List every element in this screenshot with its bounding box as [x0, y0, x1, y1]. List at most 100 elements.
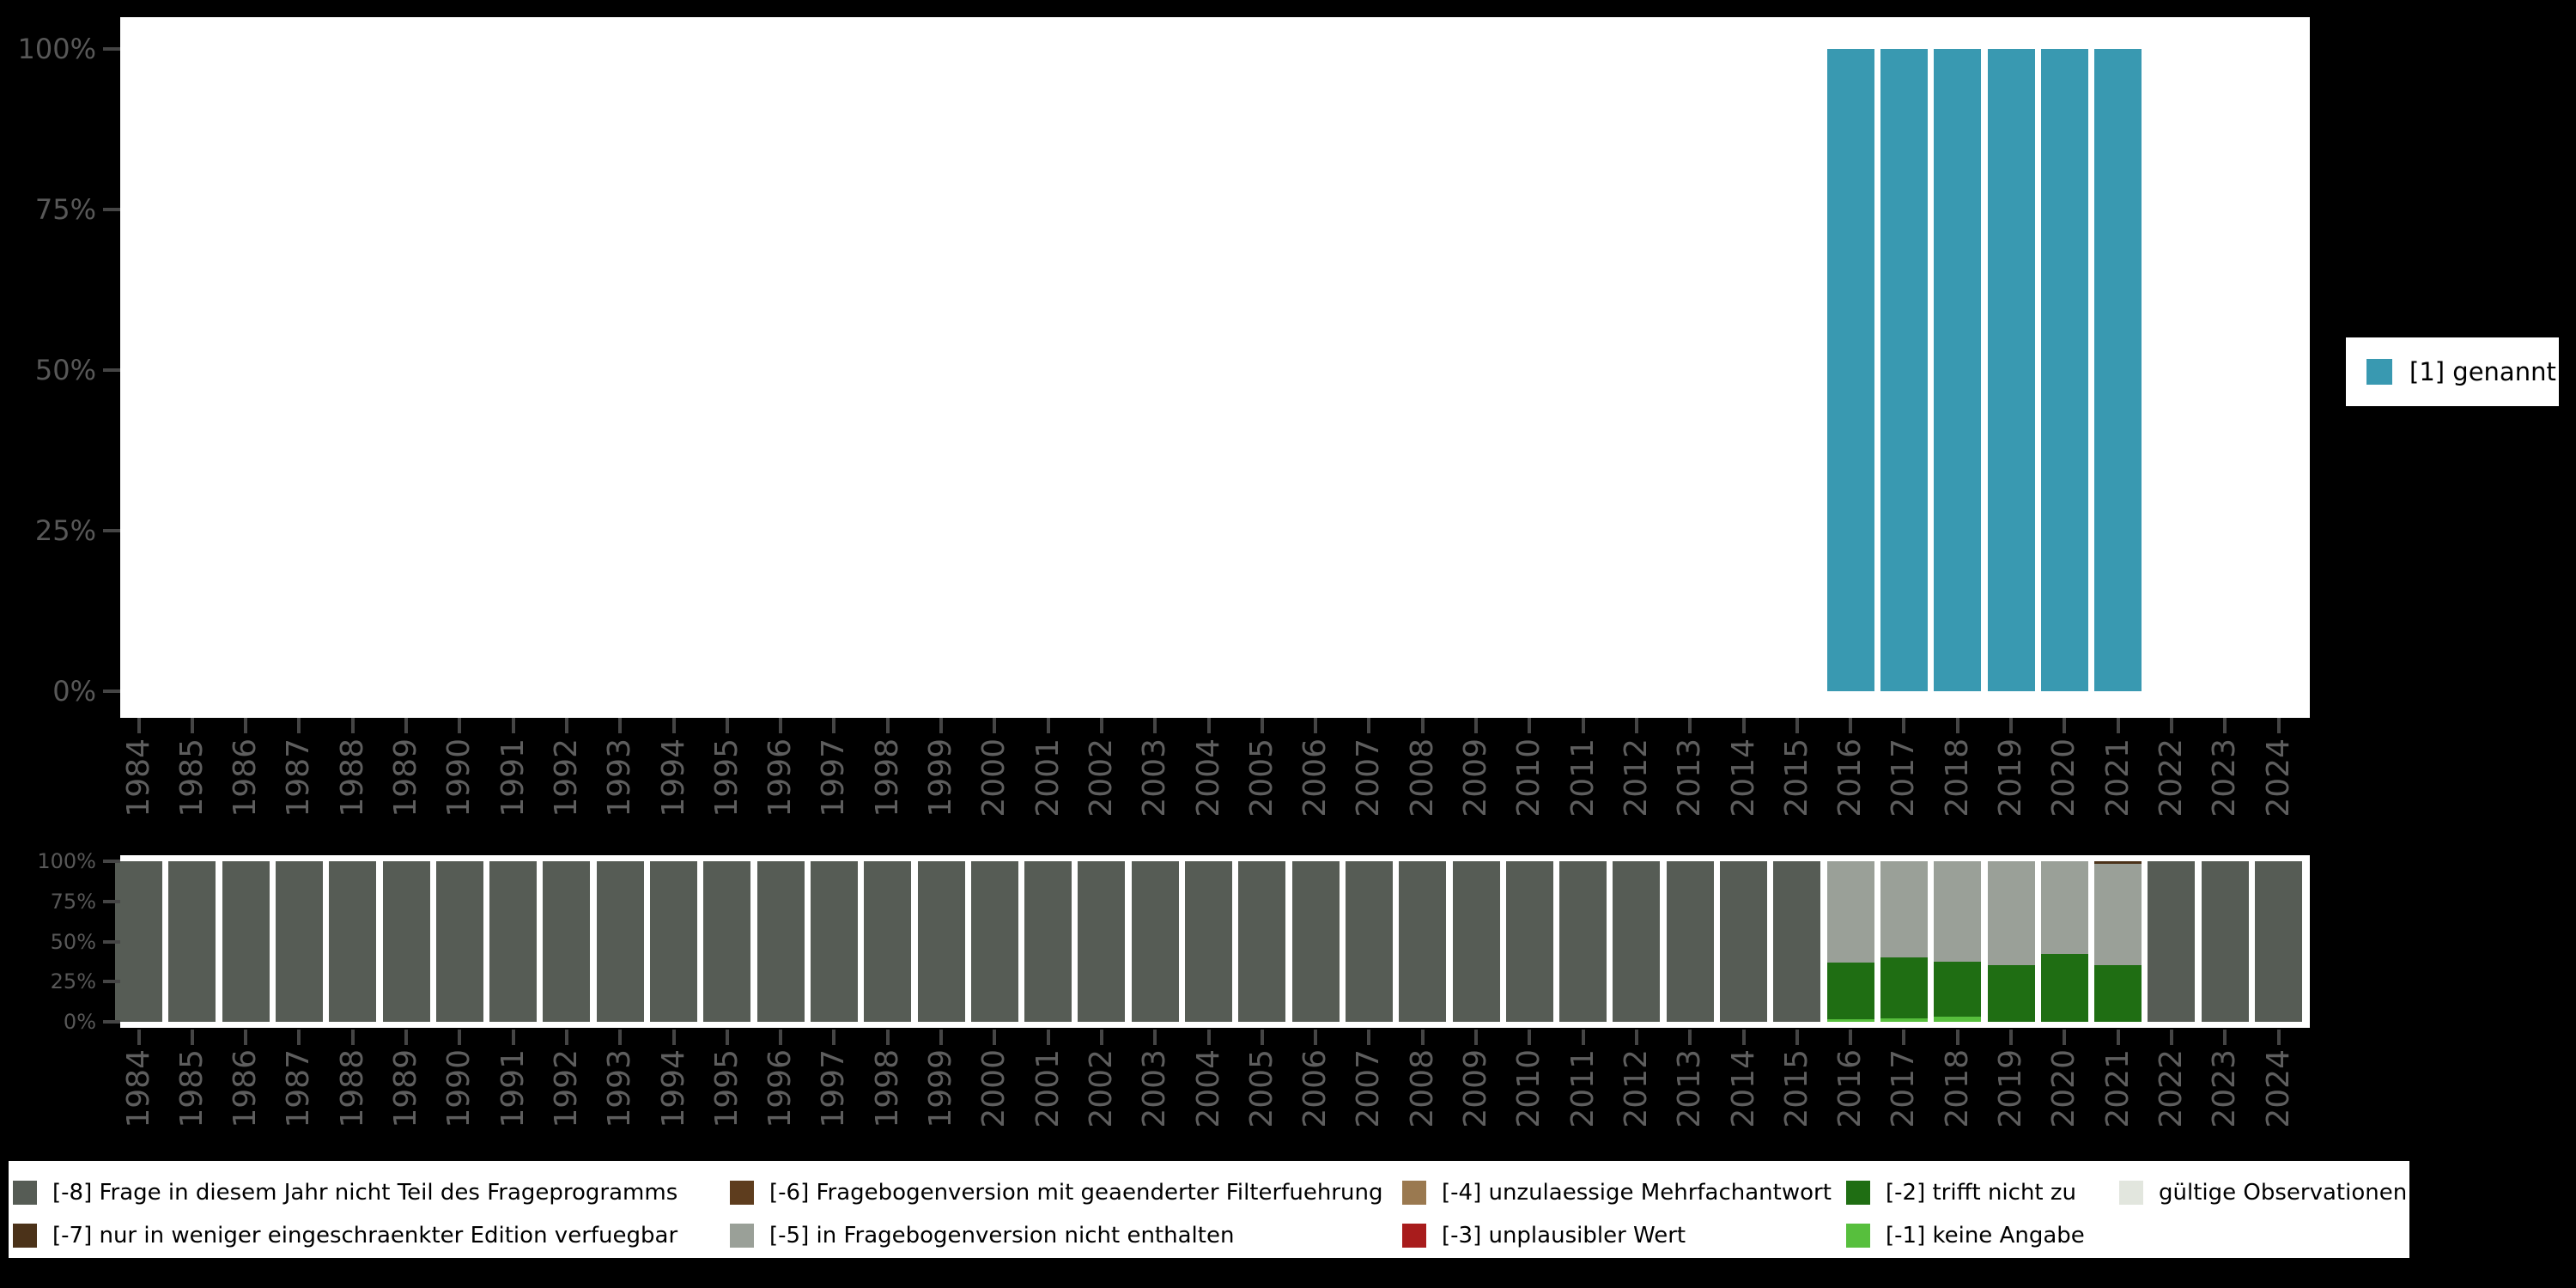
y-tick-mark: [103, 529, 120, 532]
bar-2021-minus5: [2094, 863, 2142, 965]
x-tick-mark: [993, 718, 997, 733]
x-tick-mark: [297, 718, 301, 733]
bar-2023-minus8: [2201, 861, 2249, 1022]
bar-1986-minus8: [222, 861, 270, 1022]
legend-item: [-2] trifft nicht zu: [1846, 1180, 2076, 1206]
legend-item: [-7] nur in weniger eingeschraenkter Edi…: [13, 1223, 677, 1249]
legend-item: [-3] unplausibler Wert: [1402, 1223, 1686, 1249]
x-tick-mark: [1099, 1030, 1103, 1045]
legend-item: [-8] Frage in diesem Jahr nicht Teil des…: [13, 1180, 677, 1206]
legend-item: [-6] Fragebogenversion mit geaenderter F…: [730, 1180, 1382, 1206]
legend-item: [-1] keine Angabe: [1846, 1223, 2085, 1249]
bar-2020-minus2: [2040, 954, 2088, 1022]
year-label: 2021: [2099, 1049, 2136, 1128]
year-label: 1996: [762, 1049, 799, 1128]
bar-2008-minus8: [1399, 861, 1447, 1022]
y-tick-mark: [103, 939, 120, 944]
x-tick-mark: [1741, 718, 1746, 733]
legend-label-minus7: [-7] nur in weniger eingeschraenkter Edi…: [52, 1223, 678, 1249]
legend-label-minus6: [-6] Fragebogenversion mit geaenderter F…: [769, 1180, 1383, 1206]
x-tick-mark: [1474, 1030, 1478, 1045]
year-label: 2017: [1886, 738, 1922, 817]
x-tick-mark: [2169, 718, 2173, 733]
x-tick-mark: [350, 718, 355, 733]
bar-2003-minus8: [1131, 861, 1179, 1022]
legend-label-minus1: [-1] keine Angabe: [1886, 1223, 2085, 1249]
year-label: 2021: [2099, 738, 2136, 817]
x-tick-mark: [1314, 1030, 1318, 1045]
year-label: 1993: [602, 738, 638, 817]
x-tick-mark: [190, 718, 194, 733]
legend-swatch-valid: [2119, 1181, 2143, 1205]
bar-2001-minus8: [1024, 861, 1072, 1022]
bar-2004-minus8: [1185, 861, 1232, 1022]
x-tick-mark: [2276, 1030, 2281, 1045]
bar-2015-minus8: [1773, 861, 1821, 1022]
bar-2021-minus2: [2094, 964, 2142, 1022]
x-tick-mark: [511, 718, 515, 733]
x-tick-mark: [2169, 1030, 2173, 1045]
x-tick-mark: [939, 1030, 943, 1045]
year-label: 2001: [1030, 1049, 1066, 1128]
bar-2019-minus2: [1987, 964, 2035, 1022]
x-tick-mark: [725, 718, 729, 733]
bar-2012-minus8: [1613, 861, 1661, 1022]
x-tick-mark: [993, 1030, 997, 1045]
bar-2016-minus2: [1826, 962, 1874, 1020]
x-tick-mark: [832, 1030, 836, 1045]
legend-label-minus5: [-5] in Fragebogenversion nicht enthalte…: [769, 1223, 1235, 1249]
y-tick-label: 100%: [37, 849, 96, 873]
year-label: 2009: [1458, 1049, 1493, 1128]
year-label: 1995: [708, 738, 744, 817]
bar-2007-minus8: [1345, 861, 1393, 1022]
year-label: 2012: [1618, 1049, 1654, 1128]
legend-swatch-minus5: [730, 1224, 754, 1248]
year-label: 2019: [1993, 1049, 2028, 1128]
x-tick-mark: [350, 1030, 355, 1045]
year-label: 2013: [1672, 1049, 1708, 1128]
x-tick-mark: [885, 718, 890, 733]
year-label: 1997: [816, 1049, 852, 1128]
year-label: 2006: [1297, 1049, 1334, 1128]
x-tick-mark: [1420, 1030, 1425, 1045]
x-tick-mark: [1902, 718, 1906, 733]
year-label: 1992: [548, 1049, 584, 1128]
legend-label-minus3: [-3] unplausibler Wert: [1442, 1223, 1686, 1249]
x-tick-mark: [1046, 1030, 1050, 1045]
year-label: 2018: [1939, 1049, 1975, 1128]
x-tick-mark: [1795, 1030, 1799, 1045]
bar-2017-minus5: [1880, 861, 1928, 958]
year-label: 2022: [2153, 738, 2189, 817]
legend-swatch-minus1: [1846, 1224, 1870, 1248]
bar-1987-minus8: [275, 861, 323, 1022]
y-tick-label: 25%: [50, 969, 96, 994]
legend-swatch-genannt: [2366, 359, 2392, 385]
year-label: 2012: [1618, 738, 1654, 817]
top-chart-plot-area: [120, 17, 2310, 718]
bar-2022-minus8: [2148, 861, 2196, 1022]
year-label: 2005: [1243, 738, 1279, 817]
bar-1996-minus8: [756, 861, 805, 1022]
year-label: 1985: [173, 738, 210, 817]
x-tick-mark: [244, 1030, 248, 1045]
bar-1997-minus8: [810, 861, 858, 1022]
bar-2018-minus1: [1934, 1017, 1982, 1022]
bar-2014-minus8: [1720, 861, 1767, 1022]
year-label: 2006: [1297, 738, 1334, 817]
year-label: 1989: [388, 1049, 423, 1128]
x-tick-mark: [1206, 1030, 1211, 1045]
year-label: 2002: [1083, 738, 1119, 817]
bar-2018-minus5: [1934, 861, 1982, 962]
year-label: 2008: [1404, 1049, 1440, 1128]
bar-2018-minus2: [1934, 961, 1982, 1018]
year-label: 1991: [495, 1049, 531, 1128]
y-tick-label: 75%: [50, 889, 96, 914]
bar-1984-minus8: [115, 861, 162, 1022]
year-label: 2014: [1725, 1049, 1761, 1128]
x-tick-mark: [137, 1030, 141, 1045]
year-label: 2015: [1778, 1049, 1814, 1128]
bar-1985-minus8: [168, 861, 216, 1022]
x-tick-mark: [1260, 718, 1264, 733]
legend-label-minus2: [-2] trifft nicht zu: [1886, 1180, 2077, 1206]
x-tick-mark: [564, 1030, 568, 1045]
